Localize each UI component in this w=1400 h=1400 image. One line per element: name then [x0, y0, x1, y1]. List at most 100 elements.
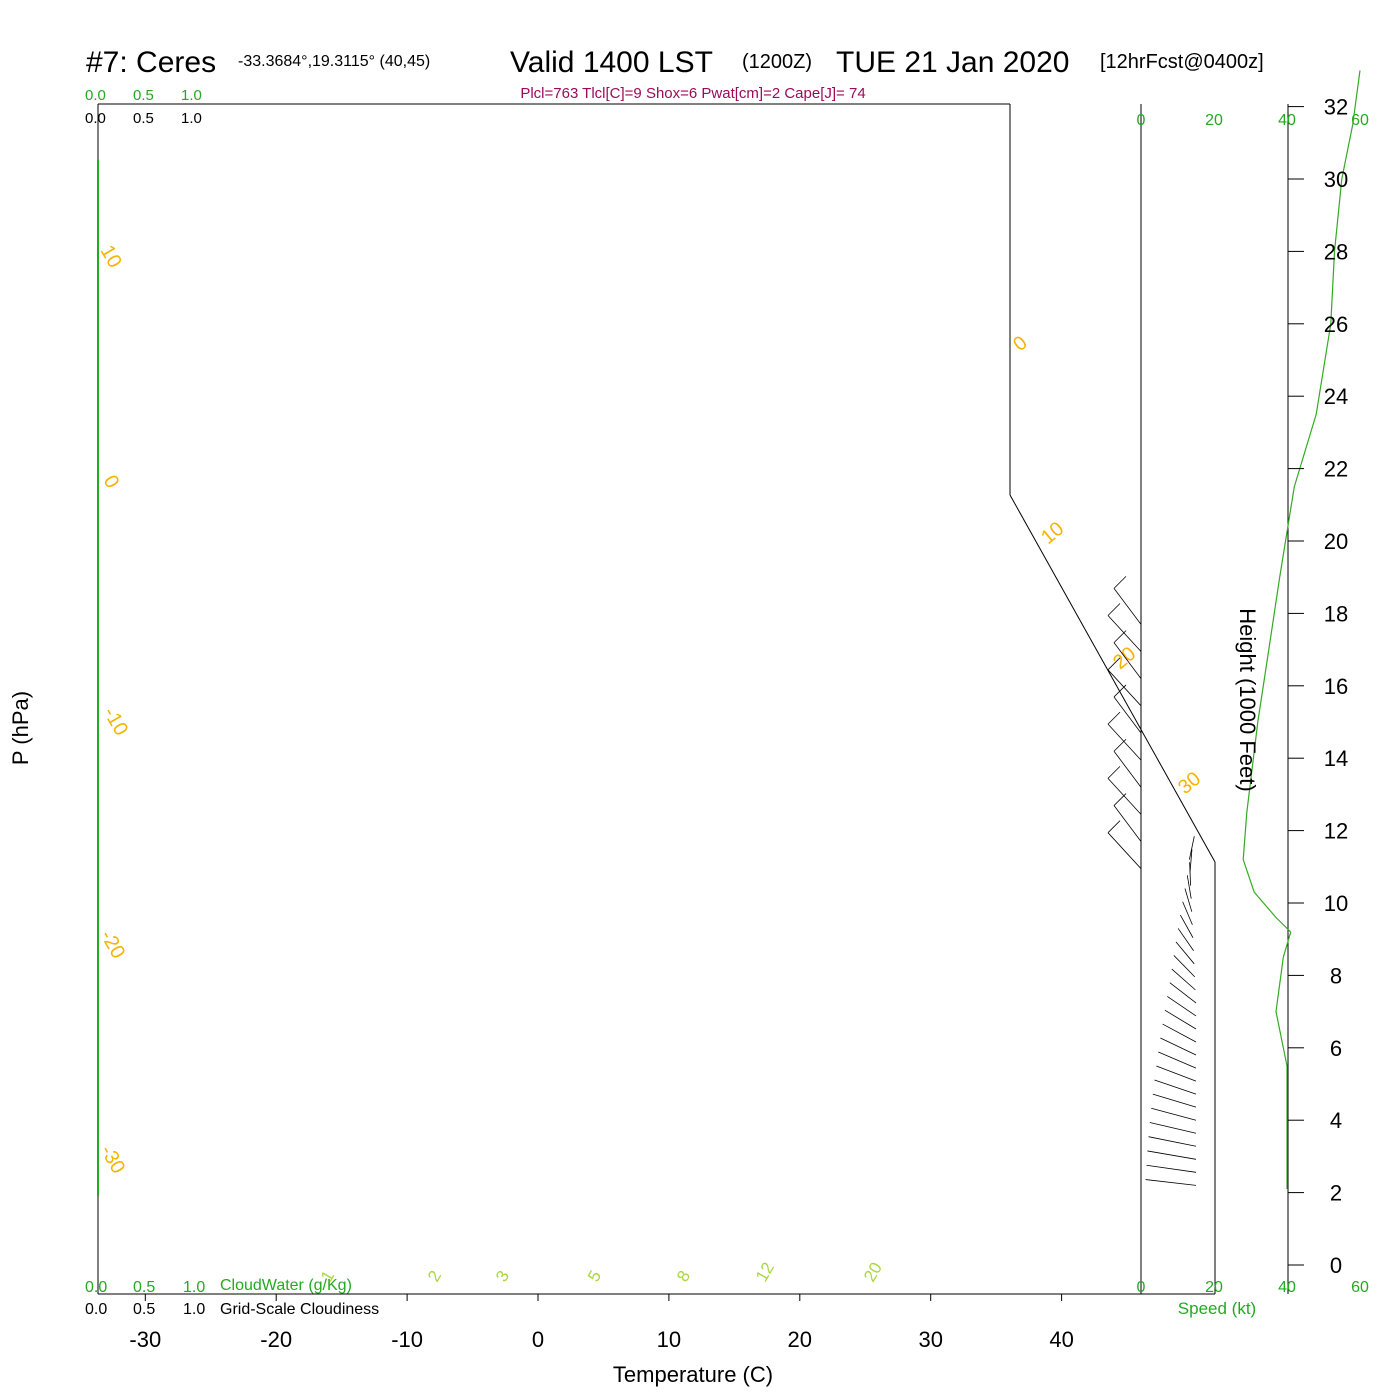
wind-barb [1156, 1065, 1197, 1082]
dry-adiabat-label: 10 [96, 242, 126, 272]
x-tick-label: 10 [657, 1327, 681, 1352]
dry-adiabat-label: -10 [99, 704, 133, 740]
speed-tick-label: 0 [1137, 112, 1146, 129]
speed-axis-label: Speed (kt) [1178, 1299, 1256, 1318]
axes: -30-20-100102030402503004005007008501000… [129, 95, 1348, 1352]
height-tick-label: 26 [1324, 312, 1348, 337]
wind-barb [1145, 1179, 1197, 1186]
cloud-scale-top-1: 0.5 [133, 87, 154, 104]
wind-barb [1113, 576, 1142, 625]
wind-barb [1169, 982, 1197, 1004]
height-tick-label: 32 [1324, 95, 1348, 120]
height-tick-label: 20 [1324, 529, 1348, 554]
height-tick-label: 2 [1330, 1181, 1342, 1206]
dry-adiabat-label: 10 [1037, 518, 1068, 549]
wind-barb [1151, 1107, 1197, 1121]
wind-section: 0 0 20 20 40 40 60 60 [1107, 70, 1369, 1296]
cloud-scale-bottom-2: 1.0 [183, 1279, 205, 1296]
plot-frame [97, 103, 1289, 1295]
speed-tick-label: 60 [1351, 112, 1369, 129]
height-axis-label: Height (1000 Feet) [1235, 608, 1260, 791]
x-tick-label: 0 [532, 1327, 544, 1352]
dry-adiabat-label: -30 [96, 1142, 130, 1178]
wind-barb [1167, 996, 1197, 1017]
utc-time: (1200Z) [742, 51, 812, 73]
dry-adiabat-label: 0 [99, 472, 124, 493]
dry-adiabat-label: 20 [1109, 643, 1140, 674]
cloud-scale-top-0: 0.0 [85, 87, 106, 104]
wind-barb [1180, 914, 1194, 938]
wind-barb [1148, 1136, 1197, 1147]
height-tick-label: 4 [1330, 1108, 1342, 1133]
cloud-scale-bottom: 0.0 0.5 1.0 CloudWater (g/Kg) 0.0 0.5 1.… [85, 1277, 379, 1318]
y-axis-label: P (hPa) [8, 691, 33, 765]
x-tick-label: 20 [788, 1327, 812, 1352]
wind-barb [1189, 849, 1193, 873]
dry-adiabat-label: -20 [96, 927, 130, 963]
height-tick-label: 30 [1324, 167, 1348, 192]
cloudiness-scale-top-1: 0.5 [133, 110, 154, 127]
speed-tick-label: 40 [1278, 112, 1296, 129]
speed-tick-label: 20 [1205, 1279, 1223, 1296]
speed-tick-label: 40 [1278, 1279, 1296, 1296]
height-tick-label: 24 [1324, 384, 1348, 409]
wind-barb [1113, 738, 1142, 788]
wind-barb [1147, 1150, 1197, 1160]
cloud-scale-bottom-1: 0.5 [133, 1279, 155, 1296]
x-tick-label: 30 [918, 1327, 942, 1352]
wind-barb [1107, 603, 1142, 652]
wind-barb [1186, 875, 1192, 899]
cloudiness-scale-bottom-2: 1.0 [183, 1301, 205, 1318]
chart-header: #7: Ceres -33.3684°,19.3115° (40,45) Val… [86, 46, 1264, 102]
x-tick-label: -30 [129, 1327, 161, 1352]
wind-speed-profile [1242, 70, 1361, 1189]
wind-barb [1107, 766, 1142, 815]
mixing-ratio-label: 8 [673, 1267, 694, 1285]
station-coords: -33.3684°,19.3115° (40,45) [238, 53, 430, 70]
height-tick-label: 0 [1330, 1253, 1342, 1278]
cloudiness-scale-bottom-0: 0.0 [85, 1301, 107, 1318]
speed-tick-label: 60 [1351, 1279, 1369, 1296]
height-tick-label: 22 [1324, 457, 1348, 482]
cloud-scale-top: 0.0 0.5 1.0 0.0 0.5 1.0 [85, 87, 202, 127]
x-tick-label: -10 [391, 1327, 423, 1352]
height-tick-label: 18 [1324, 601, 1348, 626]
height-tick-label: 8 [1330, 963, 1342, 988]
wind-barb [1113, 684, 1142, 734]
dry-adiabat-label: 30 [1174, 768, 1205, 799]
height-tick-label: 6 [1330, 1036, 1342, 1061]
mixing-ratio-label: 3 [492, 1267, 513, 1285]
wind-barb [1173, 955, 1196, 978]
x-tick-label: -20 [260, 1327, 292, 1352]
cloud-scale-top-2: 1.0 [181, 87, 202, 104]
wind-barb [1113, 793, 1142, 842]
height-tick-label: 28 [1324, 239, 1348, 264]
wind-barb [1177, 928, 1194, 952]
speed-tick-label: 20 [1205, 112, 1223, 129]
cloudiness-scale-bottom-1: 0.5 [133, 1301, 155, 1318]
wind-barb [1189, 836, 1195, 860]
wind-barb [1164, 1009, 1197, 1030]
mixing-ratio-label: 12 [752, 1259, 778, 1285]
wind-barb [1152, 1093, 1197, 1108]
cloud-scale-bottom-0: 0.0 [85, 1279, 107, 1296]
x-axis-label: Temperature (C) [613, 1362, 773, 1387]
wind-barb [1162, 1023, 1197, 1043]
mixing-ratio-label: 20 [860, 1259, 886, 1285]
wind-barb [1146, 1164, 1197, 1173]
mixing-ratio-label: 5 [584, 1267, 605, 1285]
height-tick-label: 10 [1324, 891, 1348, 916]
wind-barb [1160, 1037, 1197, 1056]
cloudwater-label: CloudWater (g/Kg) [220, 1277, 352, 1294]
x-tick-label: 40 [1049, 1327, 1073, 1352]
wind-barb [1107, 820, 1142, 869]
valid-time: Valid 1400 LST [510, 46, 713, 79]
cloudiness-scale-top-2: 1.0 [181, 110, 202, 127]
wind-barb [1175, 941, 1195, 965]
cloudiness-scale-top-0: 0.0 [85, 110, 106, 127]
valid-date: TUE 21 Jan 2020 [836, 46, 1069, 79]
forecast-label: [12hrFcst@0400z] [1100, 51, 1264, 73]
wind-barb [1189, 862, 1191, 886]
cloudiness-label: Grid-Scale Cloudiness [220, 1301, 379, 1318]
